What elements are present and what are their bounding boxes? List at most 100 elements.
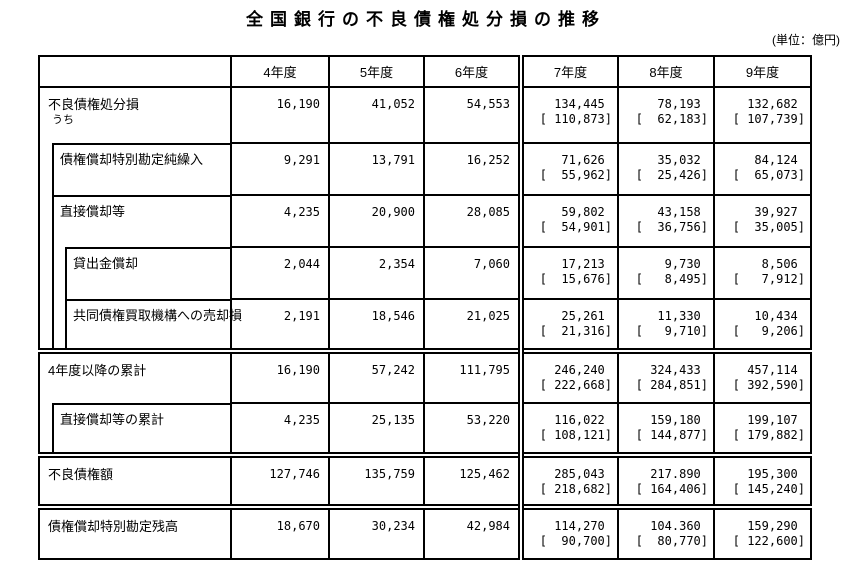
value-cell: 285,043[ 218,682] xyxy=(520,452,618,507)
value: 4,235 xyxy=(283,413,320,427)
bracket-value: [ 110,873] xyxy=(539,112,612,126)
value-cell: 9,291 xyxy=(230,142,329,195)
value-cell: 16,190 xyxy=(230,86,329,143)
table-row: 4年度以降の累計 16,190 57,242 111,795 246,240[ 222,… xyxy=(39,348,811,403)
value-cell: 9,730[ 8,495] xyxy=(617,246,714,299)
value: 132,682 xyxy=(747,97,798,111)
value: 324,433 xyxy=(650,363,701,377)
value-cell: 2,354 xyxy=(328,246,424,299)
value: 8,506 xyxy=(761,257,798,271)
value-cell: 159,180[ 144,877] xyxy=(617,402,714,455)
table-row: 不良債権処分損 うち 16,190 41,052 54,553 134,445[ 110,… xyxy=(39,86,811,143)
indent-guide-level1 xyxy=(52,143,230,195)
value: 13,791 xyxy=(371,153,415,167)
value: 199,107 xyxy=(747,413,798,427)
value: 41,052 xyxy=(371,97,415,111)
value: 7,060 xyxy=(473,257,510,271)
bracket-value: [ 8,495] xyxy=(635,272,708,286)
indent-guide-level1 xyxy=(52,247,230,299)
value-cell: 20,900 xyxy=(328,194,424,247)
indent-guide-level1 xyxy=(52,195,230,247)
row-label: 債権償却特別勘定残高 xyxy=(48,519,179,534)
table-row: 共同債権買取機構への売却損 2,191 18,546 21,025 25,261[ 21… xyxy=(39,298,811,351)
value: 43,158 xyxy=(657,205,701,219)
column-header-fy9: 9年度 xyxy=(713,55,812,88)
value: 16,252 xyxy=(466,153,510,167)
value-cell: 2,044 xyxy=(230,246,329,299)
value: 159,180 xyxy=(650,413,701,427)
value-cell: 43,158[ 36,756] xyxy=(617,194,714,247)
value: 10,434 xyxy=(754,309,798,323)
value: 78,193 xyxy=(657,97,701,111)
value-cell: 10,434[ 9,206] xyxy=(713,298,811,351)
value-cell: 57,242 xyxy=(328,348,424,403)
value: 25,135 xyxy=(371,413,415,427)
bracket-value: [ 80,770] xyxy=(635,534,708,548)
value-cell: 84,124[ 65,073] xyxy=(713,142,811,195)
bracket-value: [ 122,600] xyxy=(732,534,805,548)
value-cell: 16,190 xyxy=(230,348,329,403)
row-label-cell: 不良債権額 xyxy=(39,452,232,507)
value-cell: 114,270[ 90,700] xyxy=(520,504,618,559)
bracket-value: [ 164,406] xyxy=(635,482,708,496)
value: 84,124 xyxy=(754,153,798,167)
value-cell: 25,135 xyxy=(328,402,424,455)
value: 16,190 xyxy=(276,97,320,111)
bracket-value: [ 145,240] xyxy=(732,482,805,496)
value: 4,235 xyxy=(283,205,320,219)
value: 30,234 xyxy=(371,519,415,533)
value-cell: 4,235 xyxy=(230,194,329,247)
page-title: 全国銀行の不良債権処分損の推移 xyxy=(246,10,606,29)
bracket-value: [ 21,316] xyxy=(539,324,612,338)
column-header-fy6: 6年度 xyxy=(423,55,524,88)
value: 57,242 xyxy=(371,363,415,377)
value-cell: 7,060 xyxy=(423,246,524,299)
row-label: 直接償却等 xyxy=(60,204,126,219)
value-cell: 159,290[ 122,600] xyxy=(713,504,811,559)
column-header-fy5: 5年度 xyxy=(328,55,425,88)
value-cell: 59,802[ 54,901] xyxy=(520,194,618,247)
value: 9,730 xyxy=(664,257,701,271)
row-label-cell: 4年度以降の累計 xyxy=(39,348,232,403)
value: 111,795 xyxy=(459,363,510,377)
bracket-value: [ 7,912] xyxy=(732,272,805,286)
value: 18,670 xyxy=(276,519,320,533)
bracket-value: [ 218,682] xyxy=(539,482,612,496)
row-label: 共同債権買取機構への売却損 xyxy=(73,308,243,323)
value: 11,330 xyxy=(657,309,701,323)
value-cell: 42,984 xyxy=(423,504,524,559)
value-cell: 28,085 xyxy=(423,194,524,247)
bracket-value: [ 144,877] xyxy=(635,428,708,442)
value-cell: 21,025 xyxy=(423,298,524,351)
value-cell: 78,193[ 62,183] xyxy=(617,86,714,143)
value: 59,802 xyxy=(561,205,605,219)
bracket-value: [ 54,901] xyxy=(539,220,612,234)
value: 17,213 xyxy=(561,257,605,271)
bracket-value: [ 179,882] xyxy=(732,428,805,442)
bracket-value: [ 107,739] xyxy=(732,112,805,126)
value-cell: 25,261[ 21,316] xyxy=(520,298,618,351)
value-cell: 199,107[ 179,882] xyxy=(713,402,811,455)
value-cell: 71,626[ 55,962] xyxy=(520,142,618,195)
value: 54,553 xyxy=(466,97,510,111)
value: 21,025 xyxy=(466,309,510,323)
row-label: 4年度以降の累計 xyxy=(48,363,147,378)
value-cell: 39,927[ 35,005] xyxy=(713,194,811,247)
table-body: 不良債権処分損 うち 16,190 41,052 54,553 134,445[ 110,… xyxy=(39,86,811,559)
bracket-value: [ 36,756] xyxy=(635,220,708,234)
row-label-cell: 直接償却等の累計 xyxy=(39,403,232,455)
bracket-value: [ 25,426] xyxy=(635,168,708,182)
value: 16,190 xyxy=(276,363,320,377)
row-label: 直接償却等の累計 xyxy=(60,412,165,427)
value-cell: 18,670 xyxy=(230,504,329,559)
value-cell: 18,546 xyxy=(328,298,424,351)
value: 42,984 xyxy=(466,519,510,533)
npl-disposal-loss-table: 4年度 5年度 6年度 7年度 8年度 9年度 不良債権処分損 うち 16,190 4… xyxy=(38,55,812,560)
row-label-cell: 債権償却特別勘定残高 xyxy=(39,504,232,559)
value-cell: 135,759 xyxy=(328,452,424,507)
value: 18,546 xyxy=(371,309,415,323)
table-header: 4年度 5年度 6年度 7年度 8年度 9年度 xyxy=(38,55,812,88)
bracket-value: [ 9,206] xyxy=(732,324,805,338)
value-cell: 54,553 xyxy=(423,86,524,143)
value: 28,085 xyxy=(466,205,510,219)
